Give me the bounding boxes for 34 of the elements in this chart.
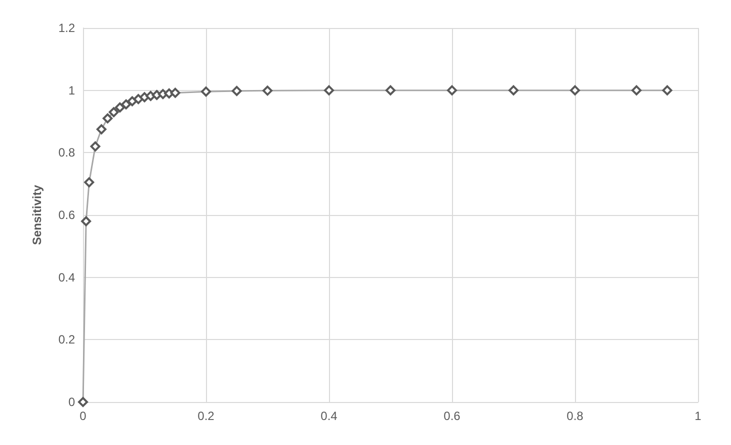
point (570, 85, 580, 96)
point (232, 86, 242, 96)
point (78, 397, 88, 407)
x-tick-label: 0.4 (320, 409, 338, 423)
y-tick-label: 0.8 (58, 146, 76, 160)
point (90, 141, 100, 152)
point (102, 113, 113, 124)
x-tick-label: 0 (80, 409, 87, 423)
x-tick-label: 1 (694, 409, 702, 423)
y-axis-title: Sensitivity (30, 184, 44, 246)
y-tick-label: 1 (68, 83, 76, 98)
y-tick-label: 0 (68, 395, 76, 409)
point (96, 124, 106, 134)
x-tick-label: 0.2 (198, 409, 215, 423)
y-tick-label: 0.4 (58, 270, 76, 284)
point (662, 85, 672, 96)
y-tick-label: 0.2 (58, 332, 76, 347)
x-tick-label: 0.6 (444, 409, 461, 423)
point (386, 85, 396, 96)
y-tick-label: 1.2 (58, 21, 76, 35)
point (324, 85, 334, 96)
point (632, 85, 642, 96)
point (201, 86, 211, 97)
point (508, 85, 518, 96)
point (262, 86, 272, 96)
point (108, 107, 119, 118)
x-tick-label: 0.8 (566, 409, 584, 423)
point (114, 102, 125, 112)
y-tick-label: 0.6 (58, 208, 76, 222)
point (121, 99, 132, 110)
point (81, 216, 92, 226)
point (170, 88, 180, 98)
point (84, 177, 94, 188)
point (447, 85, 457, 96)
